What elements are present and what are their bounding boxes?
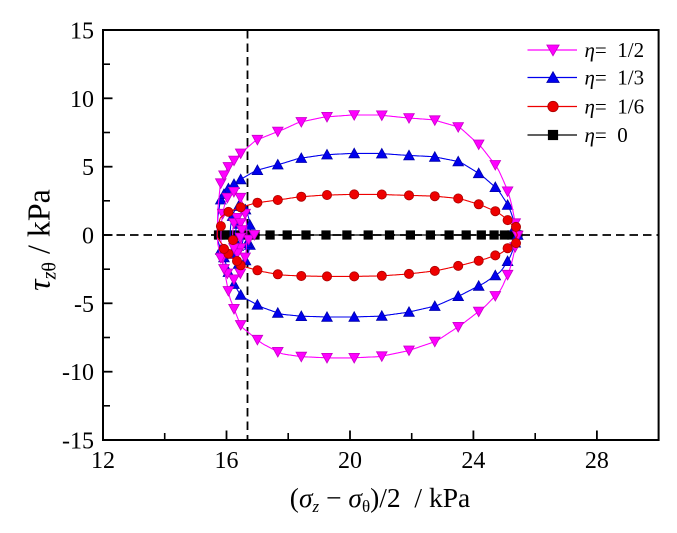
svg-text:28: 28 <box>585 448 609 474</box>
svg-text:5: 5 <box>82 155 94 181</box>
svg-text:12: 12 <box>91 448 115 474</box>
svg-text:η= 1/6: η= 1/6 <box>585 95 645 119</box>
svg-text:τzθ / kPa: τzθ / kPa <box>21 189 61 291</box>
svg-text:24: 24 <box>461 448 485 474</box>
svg-text:16: 16 <box>215 448 239 474</box>
svg-text:η= 1/3: η= 1/3 <box>585 66 645 90</box>
svg-text:-5: -5 <box>74 292 94 318</box>
svg-text:0: 0 <box>82 224 94 250</box>
svg-text:η= 0: η= 0 <box>585 123 628 147</box>
svg-text:-10: -10 <box>62 360 94 386</box>
svg-text:(σz − σθ)/2 / kPa: (σz − σθ)/2 / kPa <box>290 482 470 516</box>
svg-text:η= 1/2: η= 1/2 <box>585 38 645 62</box>
svg-text:10: 10 <box>70 87 94 113</box>
svg-text:15: 15 <box>70 19 94 45</box>
svg-text:20: 20 <box>338 448 362 474</box>
svg-text:-15: -15 <box>62 429 94 455</box>
